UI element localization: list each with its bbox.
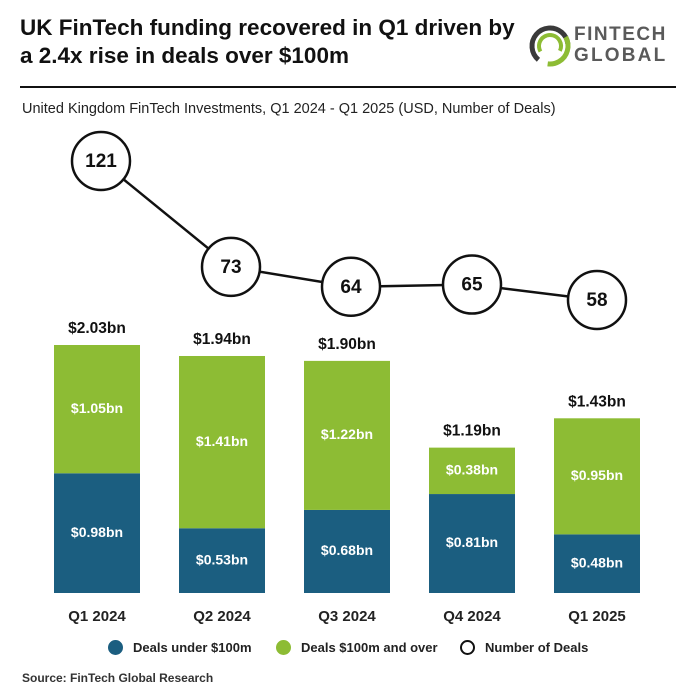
logo-ring-icon xyxy=(529,25,571,67)
chart-title: UK FinTech funding recovered in Q1 drive… xyxy=(20,15,515,68)
total-label-3: $1.19bn xyxy=(443,423,501,440)
label-over-100m-1: $1.41bn xyxy=(196,433,248,449)
legend-item-over-100m: Deals $100m and over xyxy=(276,640,438,655)
logo-line-1: FINTECH xyxy=(574,24,667,45)
bar-over-100m-2 xyxy=(304,360,390,510)
label-under-100m-3: $0.81bn xyxy=(446,534,498,550)
total-label-4: $1.43bn xyxy=(568,393,626,410)
total-label-2: $1.90bn xyxy=(318,336,376,353)
legend-swatch-over-100m xyxy=(276,640,291,655)
legend-swatch-under-100m xyxy=(108,640,123,655)
legend-label-over-100m: Deals $100m and over xyxy=(301,640,438,655)
deal-circle-4 xyxy=(566,269,628,331)
label-under-100m-1: $0.53bn xyxy=(196,551,248,567)
label-under-100m-0: $0.98bn xyxy=(71,524,123,540)
deal-circle-1 xyxy=(200,236,262,298)
legend-item-number-of-deals: Number of Deals xyxy=(460,640,588,655)
bar-over-100m-3 xyxy=(429,447,515,495)
bar-under-100m-3 xyxy=(429,494,515,593)
deal-count-label-2: 64 xyxy=(340,277,362,298)
deal-count-label-3: 65 xyxy=(461,275,483,296)
bar-under-100m-4 xyxy=(554,534,640,593)
label-over-100m-3: $0.38bn xyxy=(446,462,498,478)
x-tick-label-4: Q1 2025 xyxy=(568,608,626,625)
legend: Deals under $100m Deals $100m and over N… xyxy=(0,640,696,664)
x-tick-label-2: Q3 2024 xyxy=(318,608,376,625)
x-tick-label-1: Q2 2024 xyxy=(193,608,251,625)
deal-circle-2 xyxy=(320,256,382,318)
deal-count-label-4: 58 xyxy=(586,290,607,311)
legend-label-under-100m: Deals under $100m xyxy=(133,640,252,655)
label-over-100m-2: $1.22bn xyxy=(321,426,373,442)
chart-subtitle: United Kingdom FinTech Investments, Q1 2… xyxy=(22,101,556,117)
bar-over-100m-4 xyxy=(554,418,640,535)
deal-circle-3 xyxy=(441,254,503,315)
label-under-100m-2: $0.68bn xyxy=(321,542,373,558)
legend-item-under-100m: Deals under $100m xyxy=(108,640,252,655)
x-tick-label-3: Q4 2024 xyxy=(443,608,501,625)
total-label-0: $2.03bn xyxy=(68,320,126,337)
bar-over-100m-0 xyxy=(54,345,140,474)
title-divider xyxy=(20,86,676,88)
label-over-100m-4: $0.95bn xyxy=(571,467,623,483)
logo-line-2: GLOBAL xyxy=(574,45,668,66)
deal-circle-0 xyxy=(70,130,132,192)
bar-under-100m-0 xyxy=(54,473,140,593)
legend-swatch-number-of-deals xyxy=(460,640,475,655)
label-over-100m-0: $1.05bn xyxy=(71,400,123,416)
label-under-100m-4: $0.48bn xyxy=(571,554,623,570)
source-note: Source: FinTech Global Research xyxy=(22,671,214,685)
total-label-1: $1.94bn xyxy=(193,331,251,348)
deal-count-label-1: 73 xyxy=(220,257,241,278)
stacked-bar-chart: $0.98bn $1.05bn $2.03bn Q1 2024 $0.53bn $1.41… xyxy=(54,130,640,625)
fintech-global-logo: FINTECH GLOBAL xyxy=(528,22,678,70)
legend-label-number-of-deals: Number of Deals xyxy=(485,640,589,655)
bar-under-100m-1 xyxy=(179,528,265,593)
bar-over-100m-1 xyxy=(179,355,265,529)
x-tick-label-0: Q1 2024 xyxy=(68,608,126,625)
bar-under-100m-2 xyxy=(304,509,390,593)
deal-count-label-0: 121 xyxy=(85,151,117,172)
